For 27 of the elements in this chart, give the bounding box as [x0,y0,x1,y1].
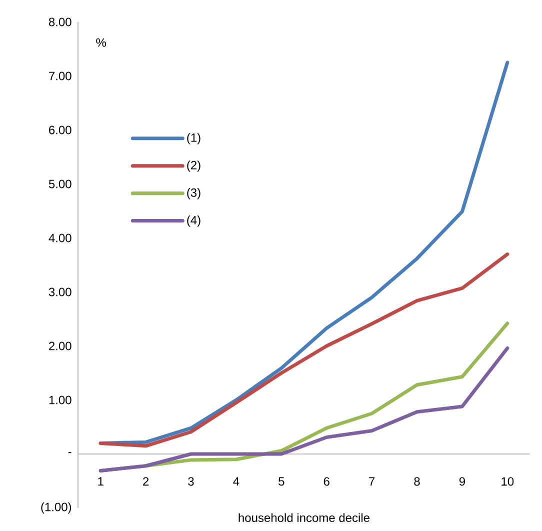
x-tick-label: 6 [324,477,330,486]
x-tick-label: 8 [414,477,420,486]
y-tick-label: 1.00 [49,396,72,404]
y-tick-label: 6.00 [49,126,72,134]
line-series [98,252,510,448]
annotation: % [96,38,106,47]
y-tick-label: 2.00 [49,342,72,350]
y-tick-label: 4.00 [48,234,72,242]
legend-label: (1) [187,133,200,144]
x-tick-label: 3 [188,477,194,486]
y-tick-label: - [68,452,72,454]
x-tick-label: 5 [278,477,284,486]
y-tick-label: 5.00 [48,180,72,188]
x-axis-title: household income decile [238,513,370,522]
y-tick-label: 7.00 [49,72,72,80]
x-tick-label: 1 [98,477,104,486]
legend-label: (3) [187,188,200,200]
legend-label: (2) [187,160,200,172]
y-tick-label: (1.00) [41,502,72,514]
x-tick-label: 2 [143,477,149,486]
x-tick-label: 7 [369,477,375,486]
y-tick-label: 3.00 [48,288,72,296]
y-tick-label: 8.00 [48,18,72,26]
x-tick-label: 4 [233,477,240,486]
legend-label: (4) [187,216,200,227]
x-tick-label: 9 [459,477,465,486]
x-tick-label: 10 [502,477,514,486]
